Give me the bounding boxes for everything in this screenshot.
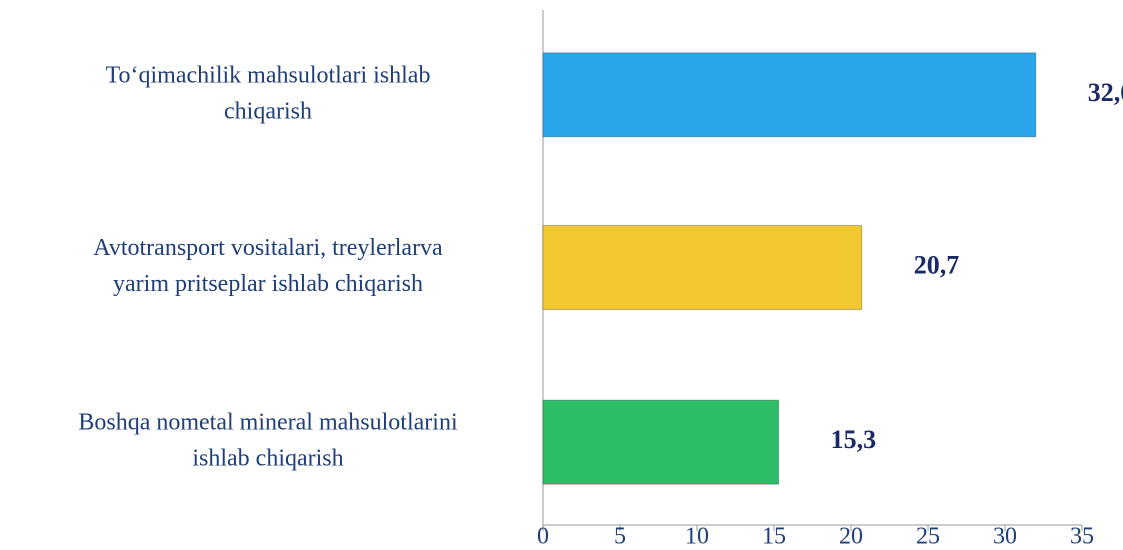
x-tick-label: 30 [993,524,1017,550]
value-label: 32,0 [1088,78,1123,107]
category-label: ishlab chiqarish [192,446,343,472]
category-label: yarim pritseplar ishlab chiqarish [113,271,423,297]
category-label: chiqarish [224,98,312,124]
category-label: Boshqa nometal mineral mahsulotlarini [78,410,458,436]
x-tick-label: 35 [1070,524,1094,550]
bar [542,399,780,485]
x-tick-label: 25 [916,524,940,550]
value-label: 15,3 [831,425,877,454]
bar [542,52,1037,138]
x-tick-label: 0 [537,524,549,550]
x-tick-label: 15 [762,524,786,550]
category-label: To‘qimachilik mahsulotlari ishlab [106,62,431,88]
category-label: Avtotransport vositalari, treylerlarva [93,235,443,261]
bar [542,225,863,310]
value-label: 20,7 [914,250,960,279]
x-tick-label: 5 [614,524,626,550]
x-tick-label: 20 [839,524,863,550]
x-tick-label: 10 [685,524,709,550]
